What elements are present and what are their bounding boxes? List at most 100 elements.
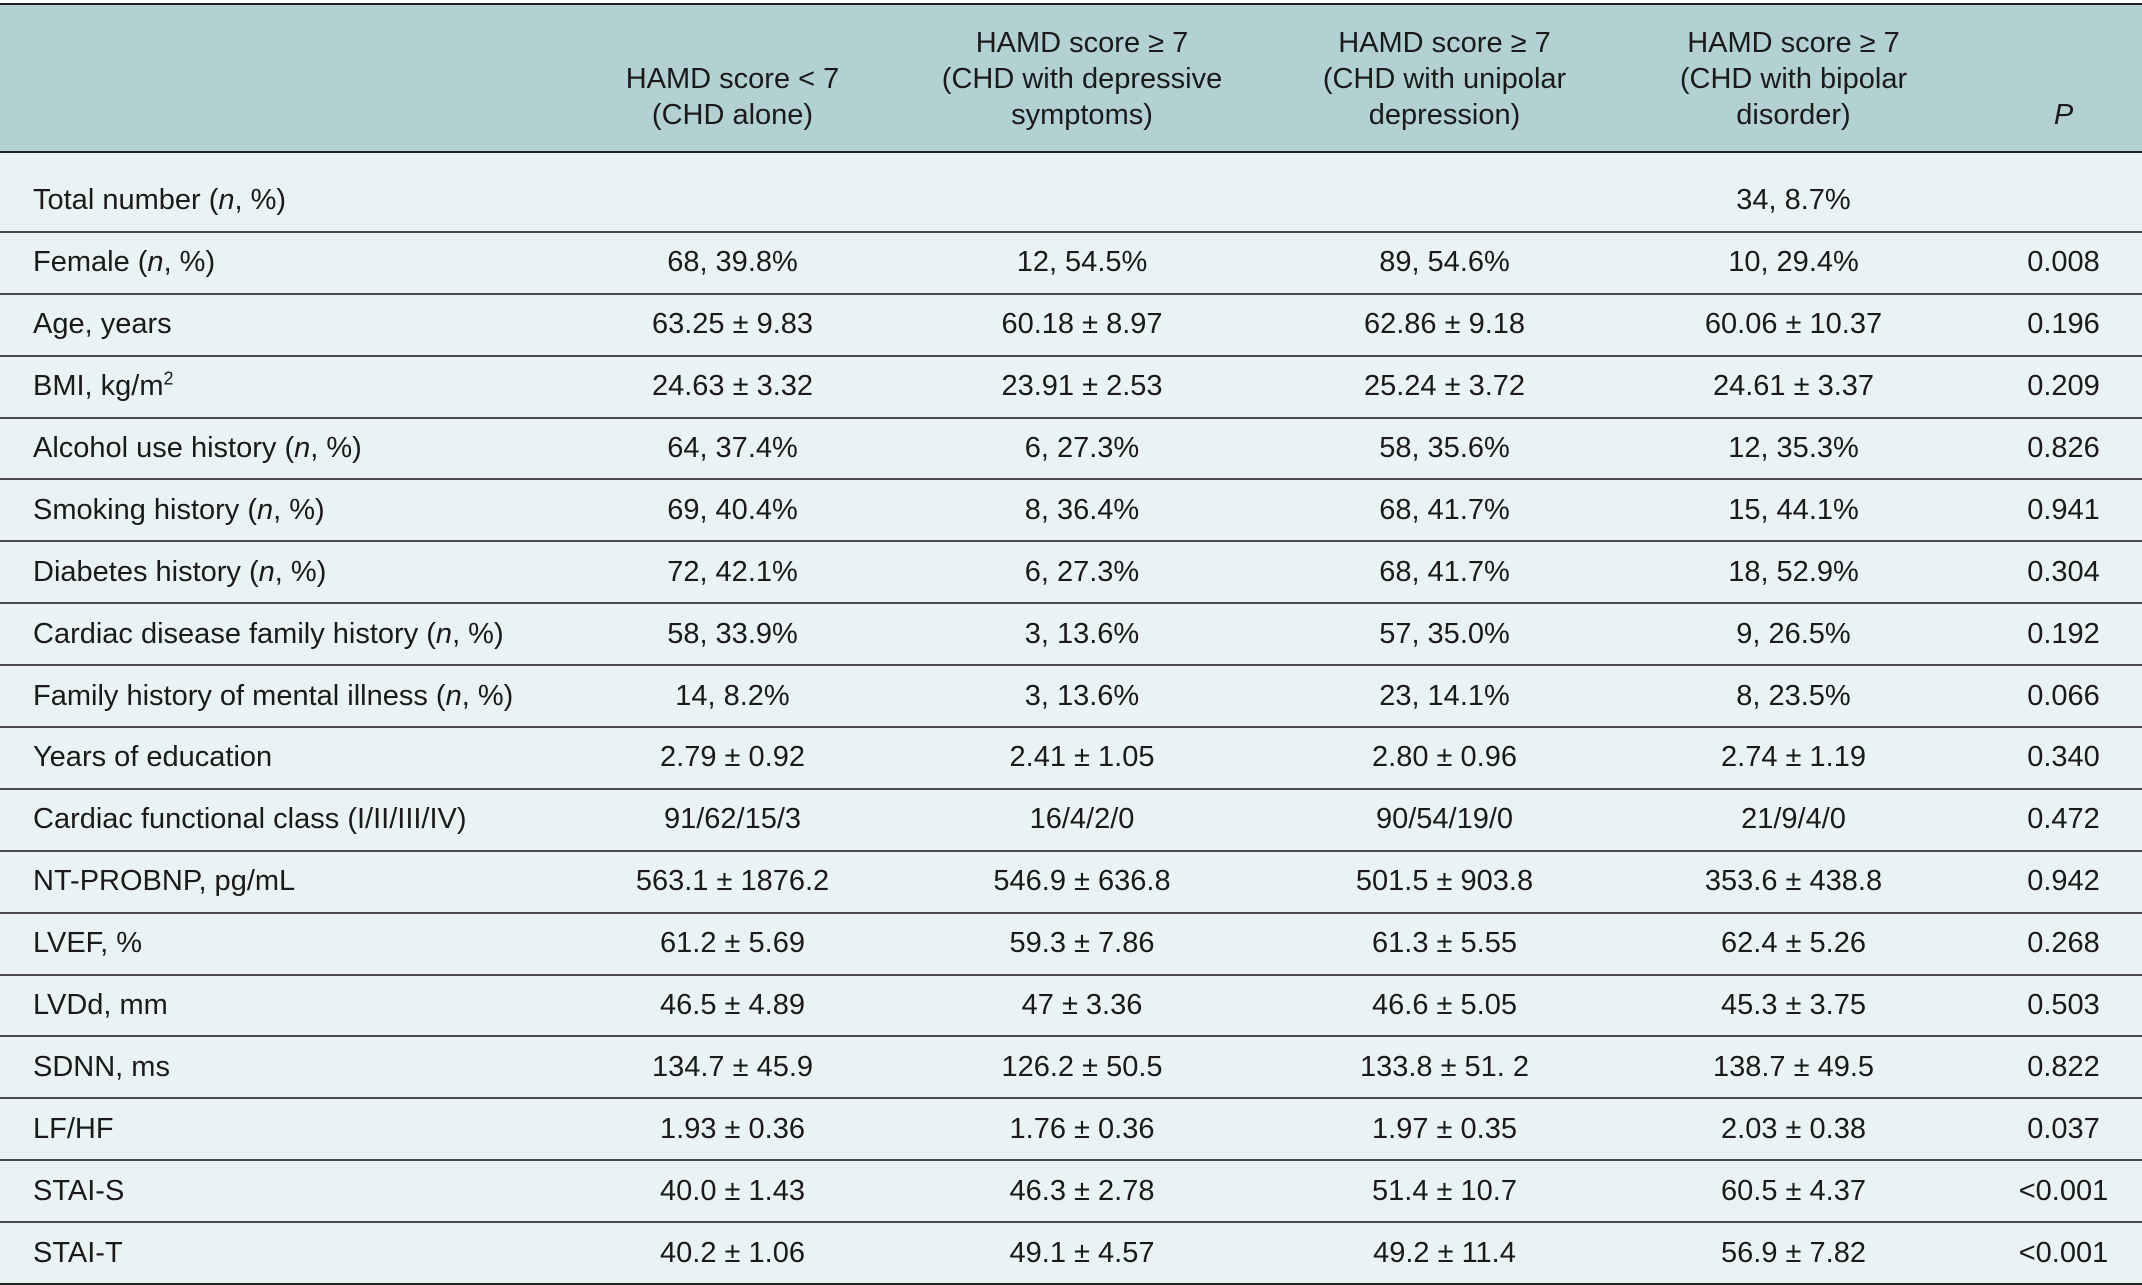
value-cell-c3: 62.86 ± 9.18	[1287, 293, 1602, 357]
value-cell-c1: 134.7 ± 45.9	[588, 1036, 877, 1100]
header-line: HAMD score ≥ 7	[1338, 27, 1551, 59]
row-label-italic: n	[218, 184, 235, 217]
spacer-row	[0, 152, 2142, 171]
row-label-italic: n	[435, 617, 453, 650]
value-cell-c1: 68, 39.8%	[588, 231, 877, 295]
value-cell-c3: 501.5 ± 903.8	[1287, 850, 1602, 914]
value-cell-c2: 49.1 ± 4.57	[877, 1222, 1287, 1285]
row-label-suffix: , %)	[452, 617, 504, 650]
row-label-text: BMI, kg/m	[33, 370, 164, 403]
table-row: Alcohol use history (n, %) 64, 37.4% 6, 27…	[0, 417, 2142, 481]
row-label-text: LVDd, mm	[33, 989, 168, 1022]
value-cell-c4: 60.06 ± 10.37	[1602, 293, 1985, 357]
p-value-cell: 0.037	[1985, 1098, 2142, 1162]
row-label: Cardiac functional class (I/II/III/IV)	[0, 788, 588, 852]
p-value-cell: 0.008	[1985, 231, 2142, 295]
row-label: LF/HF	[0, 1098, 588, 1162]
value-cell-c2: 6, 27.3%	[877, 541, 1287, 605]
row-label-text: Female (	[33, 246, 148, 279]
row-label: Total number (n, %)	[0, 171, 588, 233]
value-cell-c2: 23.91 ± 2.53	[877, 355, 1287, 419]
row-label: BMI, kg/m2	[0, 355, 588, 419]
value-cell-c1: 72, 42.1%	[588, 541, 877, 605]
value-cell-c2: 12, 54.5%	[877, 231, 1287, 295]
value-cell-c2: 546.9 ± 636.8	[877, 850, 1287, 914]
row-label: Years of education	[0, 727, 588, 790]
value-cell-c2: 47 ± 3.36	[877, 974, 1287, 1038]
row-label: Cardiac disease family history (n, %)	[0, 603, 588, 667]
value-cell-c2: 3, 13.6%	[877, 665, 1287, 729]
value-cell-c4: 56.9 ± 7.82	[1602, 1222, 1985, 1285]
value-cell-c4: 8, 23.5%	[1602, 665, 1985, 729]
header-line: (CHD with bipolar	[1679, 63, 1908, 95]
row-label-suffix: , %)	[234, 184, 287, 217]
row-label-text: Diabetes history (	[33, 555, 259, 588]
row-label-text: Years of education	[33, 741, 273, 774]
row-label: Diabetes history (n, %)	[0, 541, 588, 605]
p-value-cell: 0.196	[1985, 293, 2142, 357]
row-label: NT-PROBNP, pg/mL	[0, 850, 588, 914]
table-header: HAMD score < 7 (CHD alone) HAMD score ≥ …	[0, 3, 2142, 153]
value-cell-c1: 2.79 ± 0.92	[588, 727, 877, 790]
value-cell-c3: 68, 41.7%	[1287, 479, 1602, 543]
table-row: Cardiac functional class (I/II/III/IV) 91…	[0, 788, 2142, 852]
row-label-italic: n	[294, 432, 311, 464]
row-label-text: STAI-T	[33, 1236, 123, 1269]
row-label-italic: n	[445, 679, 462, 712]
table-row: STAI-T 40.2 ± 1.06 49.1 ± 4.57 49.2 ± 11.4 5…	[0, 1222, 2142, 1285]
row-label-text: Cardiac functional class (I/II/III/IV)	[33, 803, 467, 836]
value-cell-c4: 21/9/4/0	[1602, 788, 1985, 852]
value-cell-c4: 138.7 ± 49.5	[1602, 1036, 1985, 1100]
header-chd-unipolar: HAMD score ≥ 7 (CHD with unipolar depres…	[1287, 3, 1602, 153]
header-line: (CHD alone)	[651, 99, 814, 131]
row-label-text: Family history of mental illness (	[33, 679, 446, 712]
value-cell-c1: 46.5 ± 4.89	[588, 974, 877, 1038]
value-cell-c3: 57, 35.0%	[1287, 603, 1602, 667]
value-cell-c3: 58, 35.6%	[1287, 417, 1602, 481]
table-row: Age, years 63.25 ± 9.83 60.18 ± 8.97 62.86 …	[0, 293, 2142, 357]
table-row: SDNN, ms 134.7 ± 45.9 126.2 ± 50.5 133.8 ± …	[0, 1036, 2142, 1100]
value-cell-c1: 40.0 ± 1.43	[588, 1160, 877, 1224]
row-label-text: LF/HF	[33, 1112, 114, 1145]
row-label: Age, years	[0, 293, 588, 357]
row-label-text: SDNN, ms	[33, 1050, 170, 1083]
value-cell-c2: 1.76 ± 0.36	[877, 1098, 1287, 1162]
p-value-cell: 0.304	[1985, 541, 2142, 605]
table-row: Diabetes history (n, %) 72, 42.1% 6, 27.3%…	[0, 541, 2142, 605]
value-cell-c2: 2.41 ± 1.05	[877, 727, 1287, 790]
table-row: LF/HF 1.93 ± 0.36 1.76 ± 0.36 1.97 ± 0.35 2.…	[0, 1098, 2142, 1162]
p-value-cell: 0.503	[1985, 974, 2142, 1038]
value-cell-c2: 8, 36.4%	[877, 479, 1287, 543]
row-label-suffix: , %)	[274, 555, 327, 588]
value-cell-c3: 61.3 ± 5.55	[1287, 912, 1602, 976]
value-cell-c4: 2.74 ± 1.19	[1602, 727, 1985, 790]
row-label: STAI-T	[0, 1222, 588, 1285]
value-cell-c4: 18, 52.9%	[1602, 541, 1985, 605]
value-cell-c1: 61.2 ± 5.69	[588, 912, 877, 976]
header-row: HAMD score < 7 (CHD alone) HAMD score ≥ …	[0, 3, 2142, 153]
spacer-cell	[0, 152, 2142, 171]
header-line: (CHD with depressive	[941, 63, 1223, 95]
row-label-text: Age, years	[33, 308, 172, 341]
value-cell-c2: 46.3 ± 2.78	[877, 1160, 1287, 1224]
p-value-cell	[1985, 171, 2142, 233]
p-value-cell: <0.001	[1985, 1160, 2142, 1224]
p-value-cell: 0.826	[1985, 417, 2142, 481]
value-cell-c2: 3, 13.6%	[877, 603, 1287, 667]
row-label: Alcohol use history (n, %)	[0, 417, 588, 481]
row-label: LVEF, %	[0, 912, 588, 976]
header-line: (CHD with unipolar	[1322, 63, 1567, 95]
p-value-cell: 0.472	[1985, 788, 2142, 852]
value-cell-c3: 49.2 ± 11.4	[1287, 1222, 1602, 1285]
value-cell-c1: 24.63 ± 3.32	[588, 355, 877, 419]
value-cell-c2	[877, 171, 1287, 233]
p-value-cell: <0.001	[1985, 1222, 2142, 1285]
row-label-text: NT-PROBNP, pg/mL	[33, 865, 296, 898]
row-label-text: Total number (	[33, 184, 219, 217]
header-chd-bipolar: HAMD score ≥ 7 (CHD with bipolar disorde…	[1602, 3, 1985, 153]
value-cell-c3: 25.24 ± 3.72	[1287, 355, 1602, 419]
value-cell-c1: 14, 8.2%	[588, 665, 877, 729]
value-cell-c4: 10, 29.4%	[1602, 231, 1985, 295]
table-row: Female (n, %) 68, 39.8% 12, 54.5% 89, 54.6%…	[0, 231, 2142, 295]
value-cell-c3: 46.6 ± 5.05	[1287, 974, 1602, 1038]
